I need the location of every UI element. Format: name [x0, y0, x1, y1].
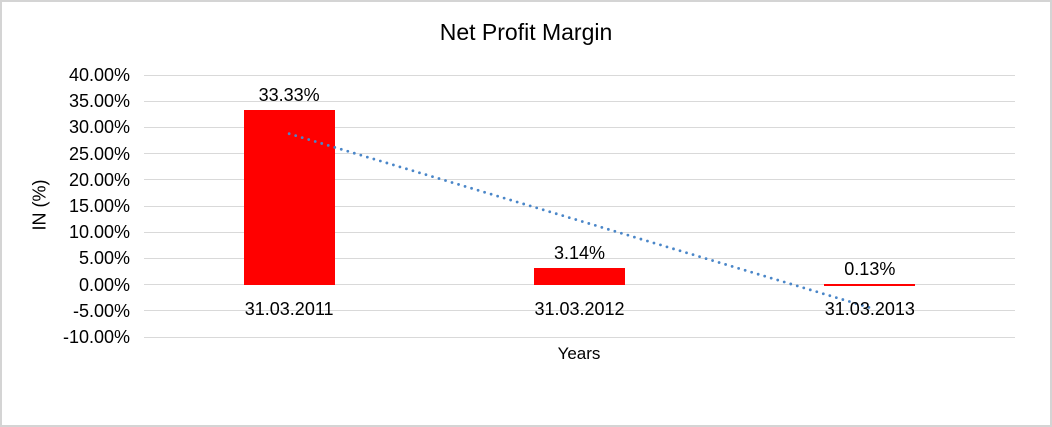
x-category-label: 31.03.2012: [534, 298, 625, 319]
y-tick-label: 40.00%: [68, 65, 130, 85]
x-category-label: 31.03.2011: [244, 298, 334, 319]
bar: [243, 109, 335, 285]
bar-value-label: 3.14%: [553, 243, 606, 264]
bar-value-label: 0.13%: [844, 258, 896, 279]
y-tick-label: 10.00%: [68, 222, 130, 243]
gridline: [144, 310, 1015, 312]
bar: [824, 283, 916, 286]
gridline: [144, 336, 1015, 338]
y-tick-label: 30.00%: [68, 117, 130, 138]
chart-title: Net Profit Margin: [439, 19, 613, 45]
bar: [534, 268, 625, 285]
y-tick-label: 25.00%: [68, 143, 130, 164]
y-tick-label: -5.00%: [72, 300, 130, 321]
gridline: [144, 126, 1015, 128]
y-tick-label: 20.00%: [68, 169, 130, 190]
y-tick-label: 0.00%: [78, 274, 130, 295]
y-tick-label: 15.00%: [68, 196, 130, 216]
gridline: [144, 100, 1015, 102]
gridline: [144, 74, 1015, 76]
bar-value-label: 33.33%: [258, 84, 320, 105]
y-tick-label: -10.00%: [62, 327, 130, 347]
x-category-label: 31.03.2013: [824, 298, 915, 319]
y-tick-label: 5.00%: [78, 248, 130, 269]
x-axis-title: Years: [557, 344, 601, 363]
y-tick-label: 35.00%: [68, 91, 130, 112]
